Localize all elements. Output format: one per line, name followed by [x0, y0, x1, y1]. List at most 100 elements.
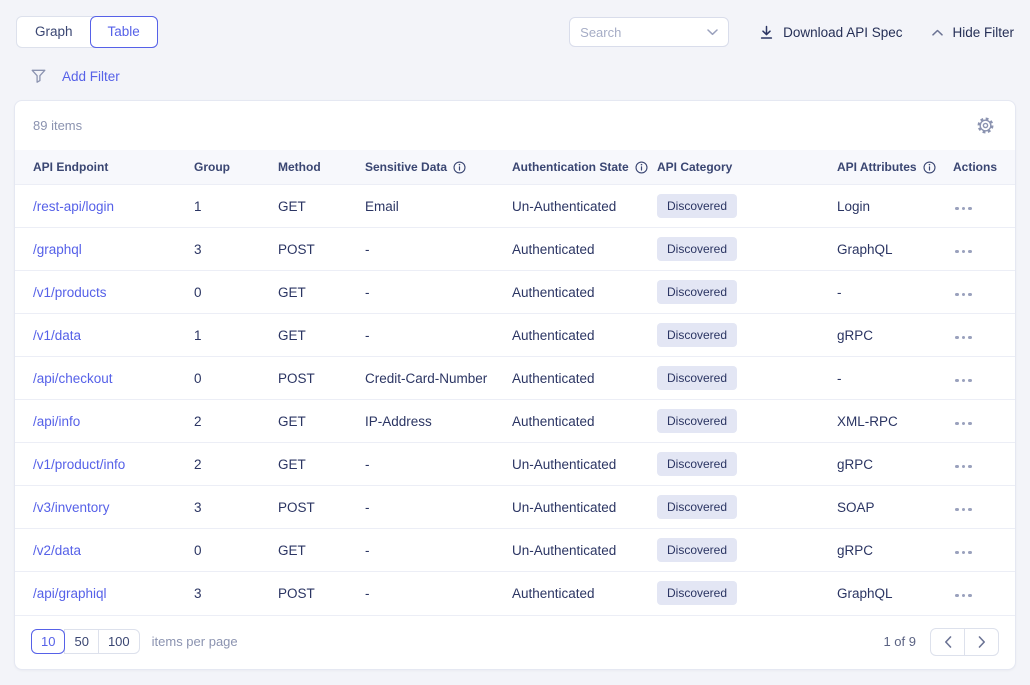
- auth-state-cell: Authenticated: [512, 356, 657, 400]
- col-authentication-state: Authentication State: [512, 150, 657, 185]
- method-cell: POST: [278, 571, 365, 615]
- endpoint-link[interactable]: /v1/products: [33, 284, 107, 300]
- category-badge: Discovered: [657, 366, 738, 390]
- card-footer: 10 50 100 items per page 1 of 9: [15, 614, 1015, 669]
- sensitive-data-cell: -: [365, 227, 512, 271]
- endpoint-link[interactable]: /api/graphiql: [33, 585, 107, 601]
- sensitive-data-cell: -: [365, 442, 512, 486]
- table-row: /api/checkout 0 POST Credit-Card-Number …: [15, 356, 1015, 400]
- page-size-10[interactable]: 10: [31, 629, 66, 654]
- method-cell: GET: [278, 313, 365, 357]
- group-cell: 3: [194, 227, 278, 271]
- method-cell: GET: [278, 399, 365, 443]
- row-actions-button[interactable]: [953, 504, 974, 516]
- auth-state-cell: Authenticated: [512, 399, 657, 443]
- endpoint-link[interactable]: /v1/product/info: [33, 456, 126, 472]
- table-settings-button[interactable]: [976, 116, 995, 135]
- top-toolbar: Graph Table Download API Spec Hide: [0, 0, 1030, 48]
- method-cell: POST: [278, 227, 365, 271]
- endpoint-link[interactable]: /graphql: [33, 241, 82, 257]
- card-header: 89 items: [15, 101, 1015, 150]
- filter-bar: Add Filter: [0, 48, 1030, 84]
- auth-state-cell: Un-Authenticated: [512, 442, 657, 486]
- group-cell: 0: [194, 270, 278, 314]
- row-actions-button[interactable]: [953, 203, 974, 215]
- group-cell: 1: [194, 313, 278, 357]
- row-actions-button[interactable]: [953, 332, 974, 344]
- api-table-card: 89 items API Endpoint Group: [14, 100, 1016, 670]
- col-group: Group: [194, 150, 278, 185]
- auth-state-cell: Authenticated: [512, 571, 657, 615]
- group-cell: 0: [194, 356, 278, 400]
- page-nav: [930, 627, 999, 656]
- row-actions-button[interactable]: [953, 461, 974, 473]
- group-cell: 3: [194, 571, 278, 615]
- category-badge: Discovered: [657, 237, 738, 261]
- endpoint-link[interactable]: /v1/data: [33, 327, 82, 343]
- info-icon[interactable]: [923, 160, 936, 174]
- sensitive-data-cell: IP-Address: [365, 399, 512, 443]
- items-per-page-label: items per page: [151, 634, 238, 649]
- category-badge: Discovered: [657, 581, 738, 606]
- category-badge: Discovered: [657, 409, 738, 433]
- info-icon[interactable]: [453, 160, 466, 174]
- table-row: /v1/product/info 2 GET - Un-Authenticate…: [15, 442, 1015, 486]
- row-actions-button[interactable]: [953, 547, 974, 559]
- row-actions-button[interactable]: [953, 418, 974, 430]
- row-actions-button[interactable]: [953, 289, 974, 301]
- attributes-cell: gRPC: [837, 313, 953, 357]
- prev-page-button[interactable]: [930, 627, 965, 656]
- col-api-endpoint: API Endpoint: [15, 150, 194, 185]
- group-cell: 2: [194, 442, 278, 486]
- table-header: API Endpoint Group Method Sensitive Data…: [15, 150, 1015, 185]
- endpoint-link[interactable]: /api/info: [33, 413, 81, 429]
- page-size-100[interactable]: 100: [97, 629, 140, 654]
- page-size-control: 10 50 100: [31, 629, 140, 654]
- sensitive-data-cell: Email: [365, 184, 512, 228]
- group-cell: 3: [194, 485, 278, 529]
- attributes-cell: -: [837, 270, 953, 314]
- gear-icon: [976, 116, 995, 135]
- hide-filter-button[interactable]: Hide Filter: [932, 25, 1014, 40]
- funnel-icon: [30, 68, 47, 84]
- auth-state-cell: Un-Authenticated: [512, 485, 657, 529]
- category-badge: Discovered: [657, 194, 738, 218]
- table-row: /v3/inventory 3 POST - Un-Authenticated …: [15, 485, 1015, 529]
- method-cell: GET: [278, 270, 365, 314]
- row-actions-button[interactable]: [953, 590, 974, 602]
- view-toggle-table[interactable]: Table: [89, 16, 158, 48]
- group-cell: 1: [194, 184, 278, 228]
- endpoint-link[interactable]: /v3/inventory: [33, 499, 110, 515]
- next-page-button[interactable]: [964, 627, 999, 656]
- endpoint-link[interactable]: /api/checkout: [33, 370, 113, 386]
- endpoint-link[interactable]: /v2/data: [33, 542, 82, 558]
- page-size-50[interactable]: 50: [64, 629, 99, 654]
- table-row: /rest-api/login 1 GET Email Un-Authentic…: [15, 184, 1015, 228]
- row-actions-button[interactable]: [953, 375, 974, 387]
- page-indicator: 1 of 9: [883, 634, 916, 649]
- api-endpoints-table: API Endpoint Group Method Sensitive Data…: [15, 150, 1015, 615]
- view-toggle-graph[interactable]: Graph: [17, 17, 91, 47]
- method-cell: GET: [278, 528, 365, 572]
- auth-state-cell: Authenticated: [512, 313, 657, 357]
- search-input[interactable]: [580, 24, 708, 40]
- download-api-spec-button[interactable]: Download API Spec: [759, 25, 902, 40]
- search-dropdown[interactable]: [569, 17, 730, 47]
- auth-state-cell: Authenticated: [512, 270, 657, 314]
- table-body: /rest-api/login 1 GET Email Un-Authentic…: [15, 184, 1015, 615]
- attributes-cell: gRPC: [837, 442, 953, 486]
- row-actions-button[interactable]: [953, 246, 974, 258]
- table-row: /v2/data 0 GET - Un-Authenticated Discov…: [15, 528, 1015, 572]
- chevron-right-icon: [978, 635, 986, 648]
- endpoint-link[interactable]: /rest-api/login: [33, 198, 115, 214]
- add-filter-button[interactable]: Add Filter: [62, 68, 120, 84]
- table-row: /v1/products 0 GET - Authenticated Disco…: [15, 270, 1015, 314]
- category-badge: Discovered: [657, 538, 738, 562]
- chevron-left-icon: [944, 635, 952, 648]
- pagination-right: 1 of 9: [883, 627, 999, 656]
- chevron-down-icon: [707, 28, 718, 36]
- info-icon[interactable]: [635, 160, 648, 174]
- sensitive-data-cell: Credit-Card-Number: [365, 356, 512, 400]
- table-row: /v1/data 1 GET - Authenticated Discovere…: [15, 313, 1015, 357]
- toolbar-right: Download API Spec Hide Filter: [569, 17, 1014, 47]
